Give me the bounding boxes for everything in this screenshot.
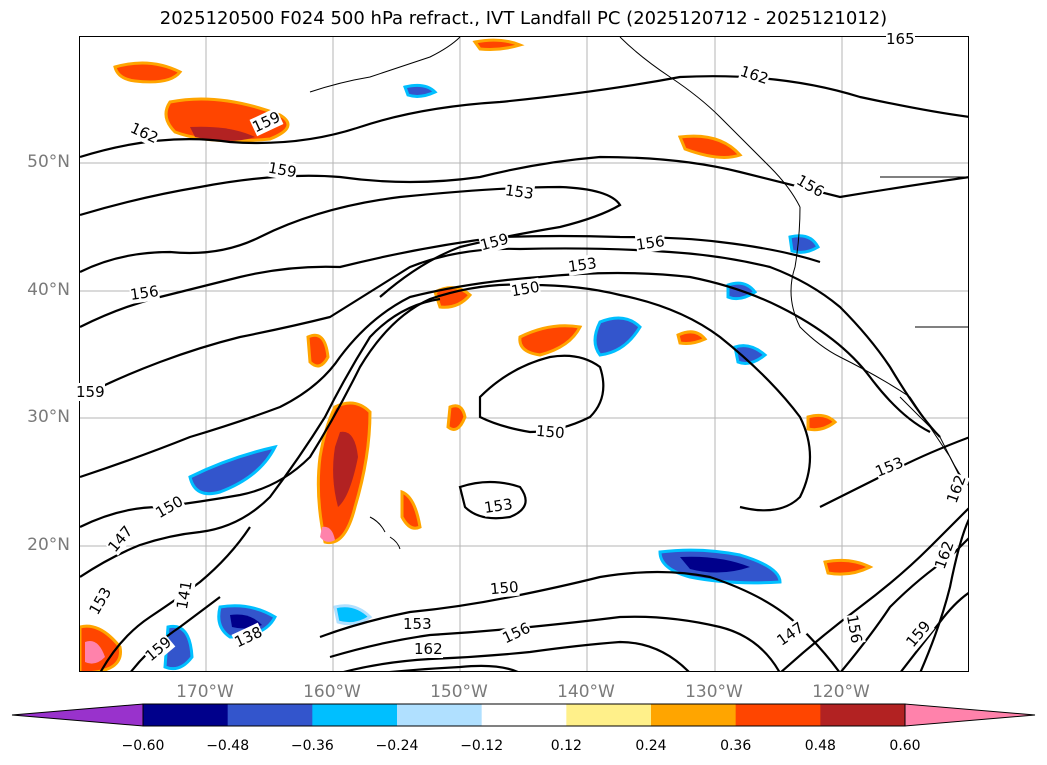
contour-159-north	[80, 155, 968, 217]
lon-label-160w: 160°W	[303, 682, 361, 702]
warm-patch-w2	[400, 489, 422, 530]
contour-153-south	[329, 615, 781, 671]
coast-alaska	[309, 37, 461, 93]
colorbar-segment	[397, 704, 483, 726]
contour-153-north	[80, 185, 622, 298]
colorbar-segment	[312, 704, 398, 726]
colorbar-segment	[651, 704, 737, 726]
colorbar-tick-label: −0.60	[121, 738, 165, 754]
cool-patch-7	[733, 344, 768, 365]
warm-patch-sw-core	[85, 641, 105, 664]
contour-162-south	[389, 664, 519, 671]
lat-label-30n: 30°N	[27, 407, 70, 427]
contour-156-se	[840, 537, 968, 671]
warm-patch-plume-core	[333, 431, 358, 507]
cool-patch-1-core	[680, 556, 750, 573]
lat-label-50n: 50°N	[27, 152, 70, 172]
coast-baja	[899, 396, 961, 478]
contour-162-north	[80, 75, 968, 159]
warm-patch-c2	[518, 324, 583, 357]
cool-patch-5	[593, 316, 642, 357]
contour-153-mid	[80, 271, 931, 479]
colorbar-tick-label: −0.36	[290, 738, 334, 754]
warm-patch-w1	[306, 333, 330, 368]
contour-162-east	[919, 518, 968, 671]
lon-label-150w: 150°W	[430, 682, 488, 702]
warm-patch-c4	[446, 404, 467, 431]
colorbar-segment	[143, 704, 229, 726]
lon-label-170w: 170°W	[176, 682, 234, 702]
colorbar-outline	[142, 703, 906, 727]
colorbar-tick-label: −0.24	[375, 738, 419, 754]
colorbar-tick-label: 0.36	[720, 738, 752, 754]
colorbar-tick-label: 0.24	[635, 738, 667, 754]
colorbar	[11, 703, 1036, 727]
cool-patch-10	[403, 83, 438, 98]
cool-patch-4	[163, 624, 194, 671]
map-title: 2025120500 F024 500 hPa refract., IVT La…	[159, 8, 888, 29]
coast-bc	[619, 37, 801, 208]
cool-patch-9	[333, 604, 373, 626]
contour-153-inner	[458, 480, 527, 520]
warm-patch-e2	[823, 558, 874, 576]
colorbar-segment	[735, 704, 821, 726]
map-panel	[79, 36, 969, 672]
warm-patch-n2	[677, 134, 743, 159]
warm-patch-nw1	[113, 61, 183, 84]
contour-147-se	[780, 507, 968, 671]
contour-156-south	[343, 640, 690, 671]
lat-label-20n: 20°N	[27, 535, 70, 555]
colorbar-tick-label: 0.60	[889, 738, 921, 754]
cool-patch-2	[188, 444, 278, 496]
colorbar-tick-label: 0.12	[550, 738, 582, 754]
colorbar-tick-label: −0.12	[460, 738, 504, 754]
warm-patch-n1	[472, 38, 525, 51]
contour-147-sw	[80, 297, 441, 578]
geopotential-contours	[80, 75, 968, 671]
cool-patch-8	[788, 234, 820, 254]
contour-150-mid	[80, 283, 812, 528]
lat-label-40n: 40°N	[27, 280, 70, 300]
warm-patch-plume-tip	[320, 526, 335, 542]
map-canvas	[80, 37, 968, 671]
colorbar-segments	[11, 703, 1036, 727]
contour-159-mid	[80, 234, 821, 328]
colorbar-segment	[227, 704, 313, 726]
warm-patch-c3	[676, 330, 708, 345]
colorbar-extend-low	[11, 703, 144, 727]
colorbar-segment	[820, 704, 906, 726]
warm-patch-nw3	[190, 126, 255, 141]
hawaii	[369, 516, 401, 550]
coast-us-west	[790, 206, 968, 486]
contour-150-inner	[478, 354, 605, 434]
lon-label-140w: 140°W	[557, 682, 615, 702]
contour-159-se	[900, 592, 968, 671]
contour-156-mid	[80, 247, 941, 438]
lon-label-120w: 120°W	[812, 682, 870, 702]
negative-anomaly-shading	[163, 83, 820, 671]
lon-label-130w: 130°W	[685, 682, 743, 702]
colorbar-tick-label: −0.48	[206, 738, 250, 754]
colorbar-tick-label: 0.48	[804, 738, 836, 754]
warm-patch-e1	[806, 413, 838, 432]
colorbar-extend-high	[904, 703, 1036, 727]
colorbar-segment	[481, 704, 567, 726]
colorbar-segment	[566, 704, 652, 726]
coastlines	[309, 37, 968, 550]
